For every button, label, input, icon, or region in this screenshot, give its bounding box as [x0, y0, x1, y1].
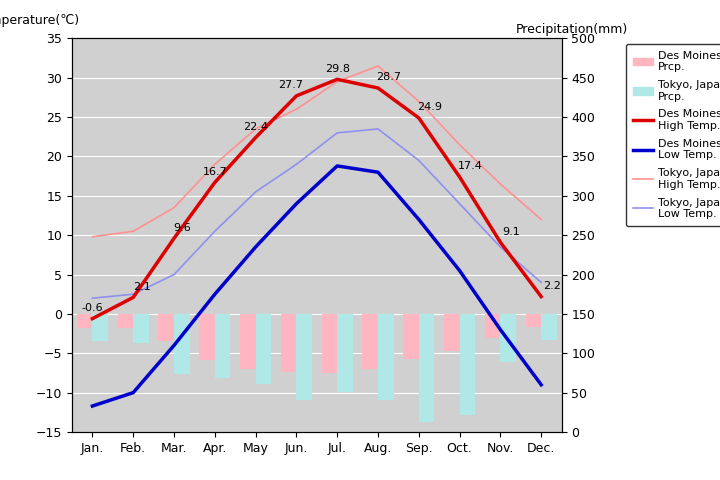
Text: 9.6: 9.6: [174, 223, 192, 233]
Text: 24.9: 24.9: [418, 102, 442, 112]
Bar: [297, 314, 312, 400]
Bar: [362, 314, 378, 370]
Text: 16.7: 16.7: [202, 167, 228, 177]
Y-axis label: Precipitation(mm): Precipitation(mm): [516, 23, 628, 36]
Bar: [459, 314, 475, 415]
Bar: [403, 314, 419, 359]
Text: 2.1: 2.1: [132, 282, 150, 292]
Text: 22.4: 22.4: [243, 122, 268, 132]
Bar: [337, 314, 353, 393]
Bar: [485, 314, 500, 337]
Bar: [256, 314, 271, 384]
Bar: [240, 314, 256, 369]
Bar: [419, 314, 434, 422]
Bar: [500, 314, 516, 361]
Legend: Des Moines
Prcp., Tokyo, Japan
Prcp., Des Moines
High Temp., Des Moines
Low Temp: Des Moines Prcp., Tokyo, Japan Prcp., De…: [626, 44, 720, 226]
Text: 17.4: 17.4: [458, 161, 483, 171]
Bar: [77, 314, 92, 328]
Bar: [92, 314, 108, 341]
Bar: [378, 314, 394, 400]
Bar: [117, 314, 133, 328]
Bar: [215, 314, 230, 378]
Bar: [199, 314, 215, 360]
Bar: [281, 314, 297, 372]
Text: 2.2: 2.2: [544, 281, 562, 291]
Text: 27.7: 27.7: [279, 80, 303, 90]
Bar: [322, 314, 337, 373]
Bar: [133, 314, 149, 343]
Bar: [174, 314, 189, 374]
Bar: [541, 314, 557, 340]
Bar: [158, 314, 174, 341]
Bar: [526, 314, 541, 327]
Text: 29.8: 29.8: [325, 64, 350, 74]
Text: 9.1: 9.1: [503, 227, 521, 237]
Text: -0.6: -0.6: [81, 303, 103, 313]
Y-axis label: Temperature(℃): Temperature(℃): [0, 13, 79, 26]
Text: 28.7: 28.7: [377, 72, 402, 83]
Bar: [444, 314, 459, 351]
